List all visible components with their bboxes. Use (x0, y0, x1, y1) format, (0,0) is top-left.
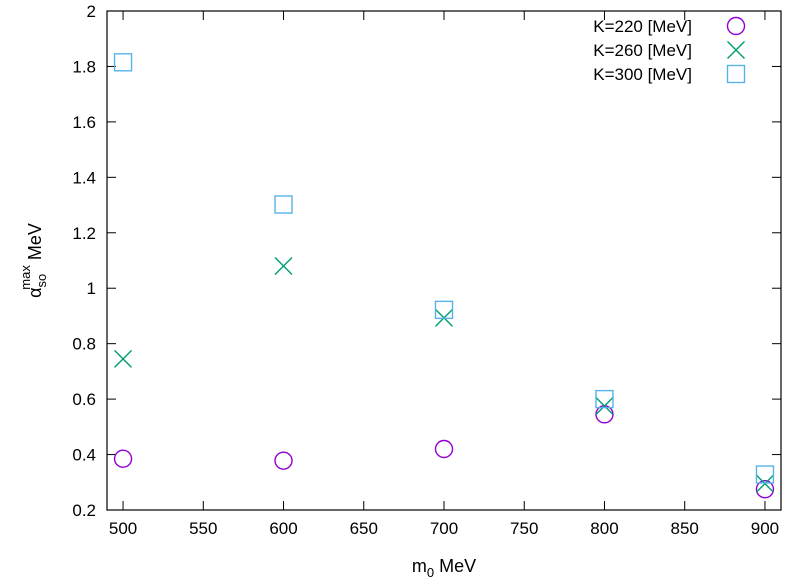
y-tick-label: 1.2 (72, 224, 96, 243)
x-tick-label: 650 (350, 519, 378, 538)
x-tick-label: 600 (269, 519, 297, 538)
y-axis-title-rest: MeV (25, 223, 45, 265)
y-axis-title-main: α (25, 287, 45, 297)
data-points (113, 53, 775, 499)
legend-label: K=260 [MeV] (593, 41, 692, 60)
axis-ticks (107, 10, 781, 511)
x-axis-title: m0 MeV (412, 556, 476, 580)
x-point (595, 397, 614, 416)
circle-point (595, 405, 614, 424)
circle-point (434, 439, 454, 459)
square-point (434, 300, 454, 320)
y-axis-title-sub: so (34, 274, 49, 288)
circle-point (113, 449, 133, 468)
legend-circle-marker (726, 16, 746, 36)
tick-labels: 500 550 600 650 700 750 800 850 900 0.2 0.4 0.6 0.8 1… (72, 2, 779, 538)
legend-square-marker (726, 64, 746, 84)
x-tick-label: 750 (510, 519, 538, 538)
y-tick-label: 1.4 (72, 168, 96, 187)
x-point (114, 349, 133, 368)
y-tick-label: 0.2 (72, 501, 96, 520)
x-axis-title-main: m (412, 556, 427, 576)
legend-label: K=300 [MeV] (593, 65, 692, 84)
x-point (274, 257, 293, 276)
y-tick-label: 0.6 (72, 390, 96, 409)
square-point (113, 53, 133, 72)
legend: K=220 [MeV] K=260 [MeV] K=300 [MeV] (593, 16, 746, 84)
x-axis-title-rest: MeV (434, 556, 476, 576)
square-point (274, 195, 293, 214)
square-point (595, 389, 614, 409)
circle-point (274, 451, 293, 470)
legend-label: K=220 [MeV] (593, 17, 692, 36)
y-tick-label: 1.8 (72, 57, 96, 76)
y-tick-label: 2 (87, 2, 96, 21)
y-tick-label: 1 (87, 279, 96, 298)
x-tick-label: 500 (109, 519, 137, 538)
y-axis-title-sup: max (18, 265, 33, 290)
x-tick-label: 900 (751, 519, 779, 538)
y-tick-label: 1.6 (72, 113, 96, 132)
x-tick-label: 850 (671, 519, 699, 538)
y-axis-title: αsomax MeV (18, 223, 49, 298)
square-point (755, 465, 775, 484)
x-axis-title-sub: 0 (427, 565, 434, 580)
x-tick-label: 800 (590, 519, 618, 538)
circle-point (755, 480, 775, 499)
legend-x-marker (727, 41, 745, 59)
y-tick-label: 0.8 (72, 335, 96, 354)
plot-frame (106, 10, 782, 511)
x-tick-label: 700 (430, 519, 458, 538)
x-tick-label: 550 (189, 519, 217, 538)
y-tick-label: 0.4 (72, 446, 96, 465)
